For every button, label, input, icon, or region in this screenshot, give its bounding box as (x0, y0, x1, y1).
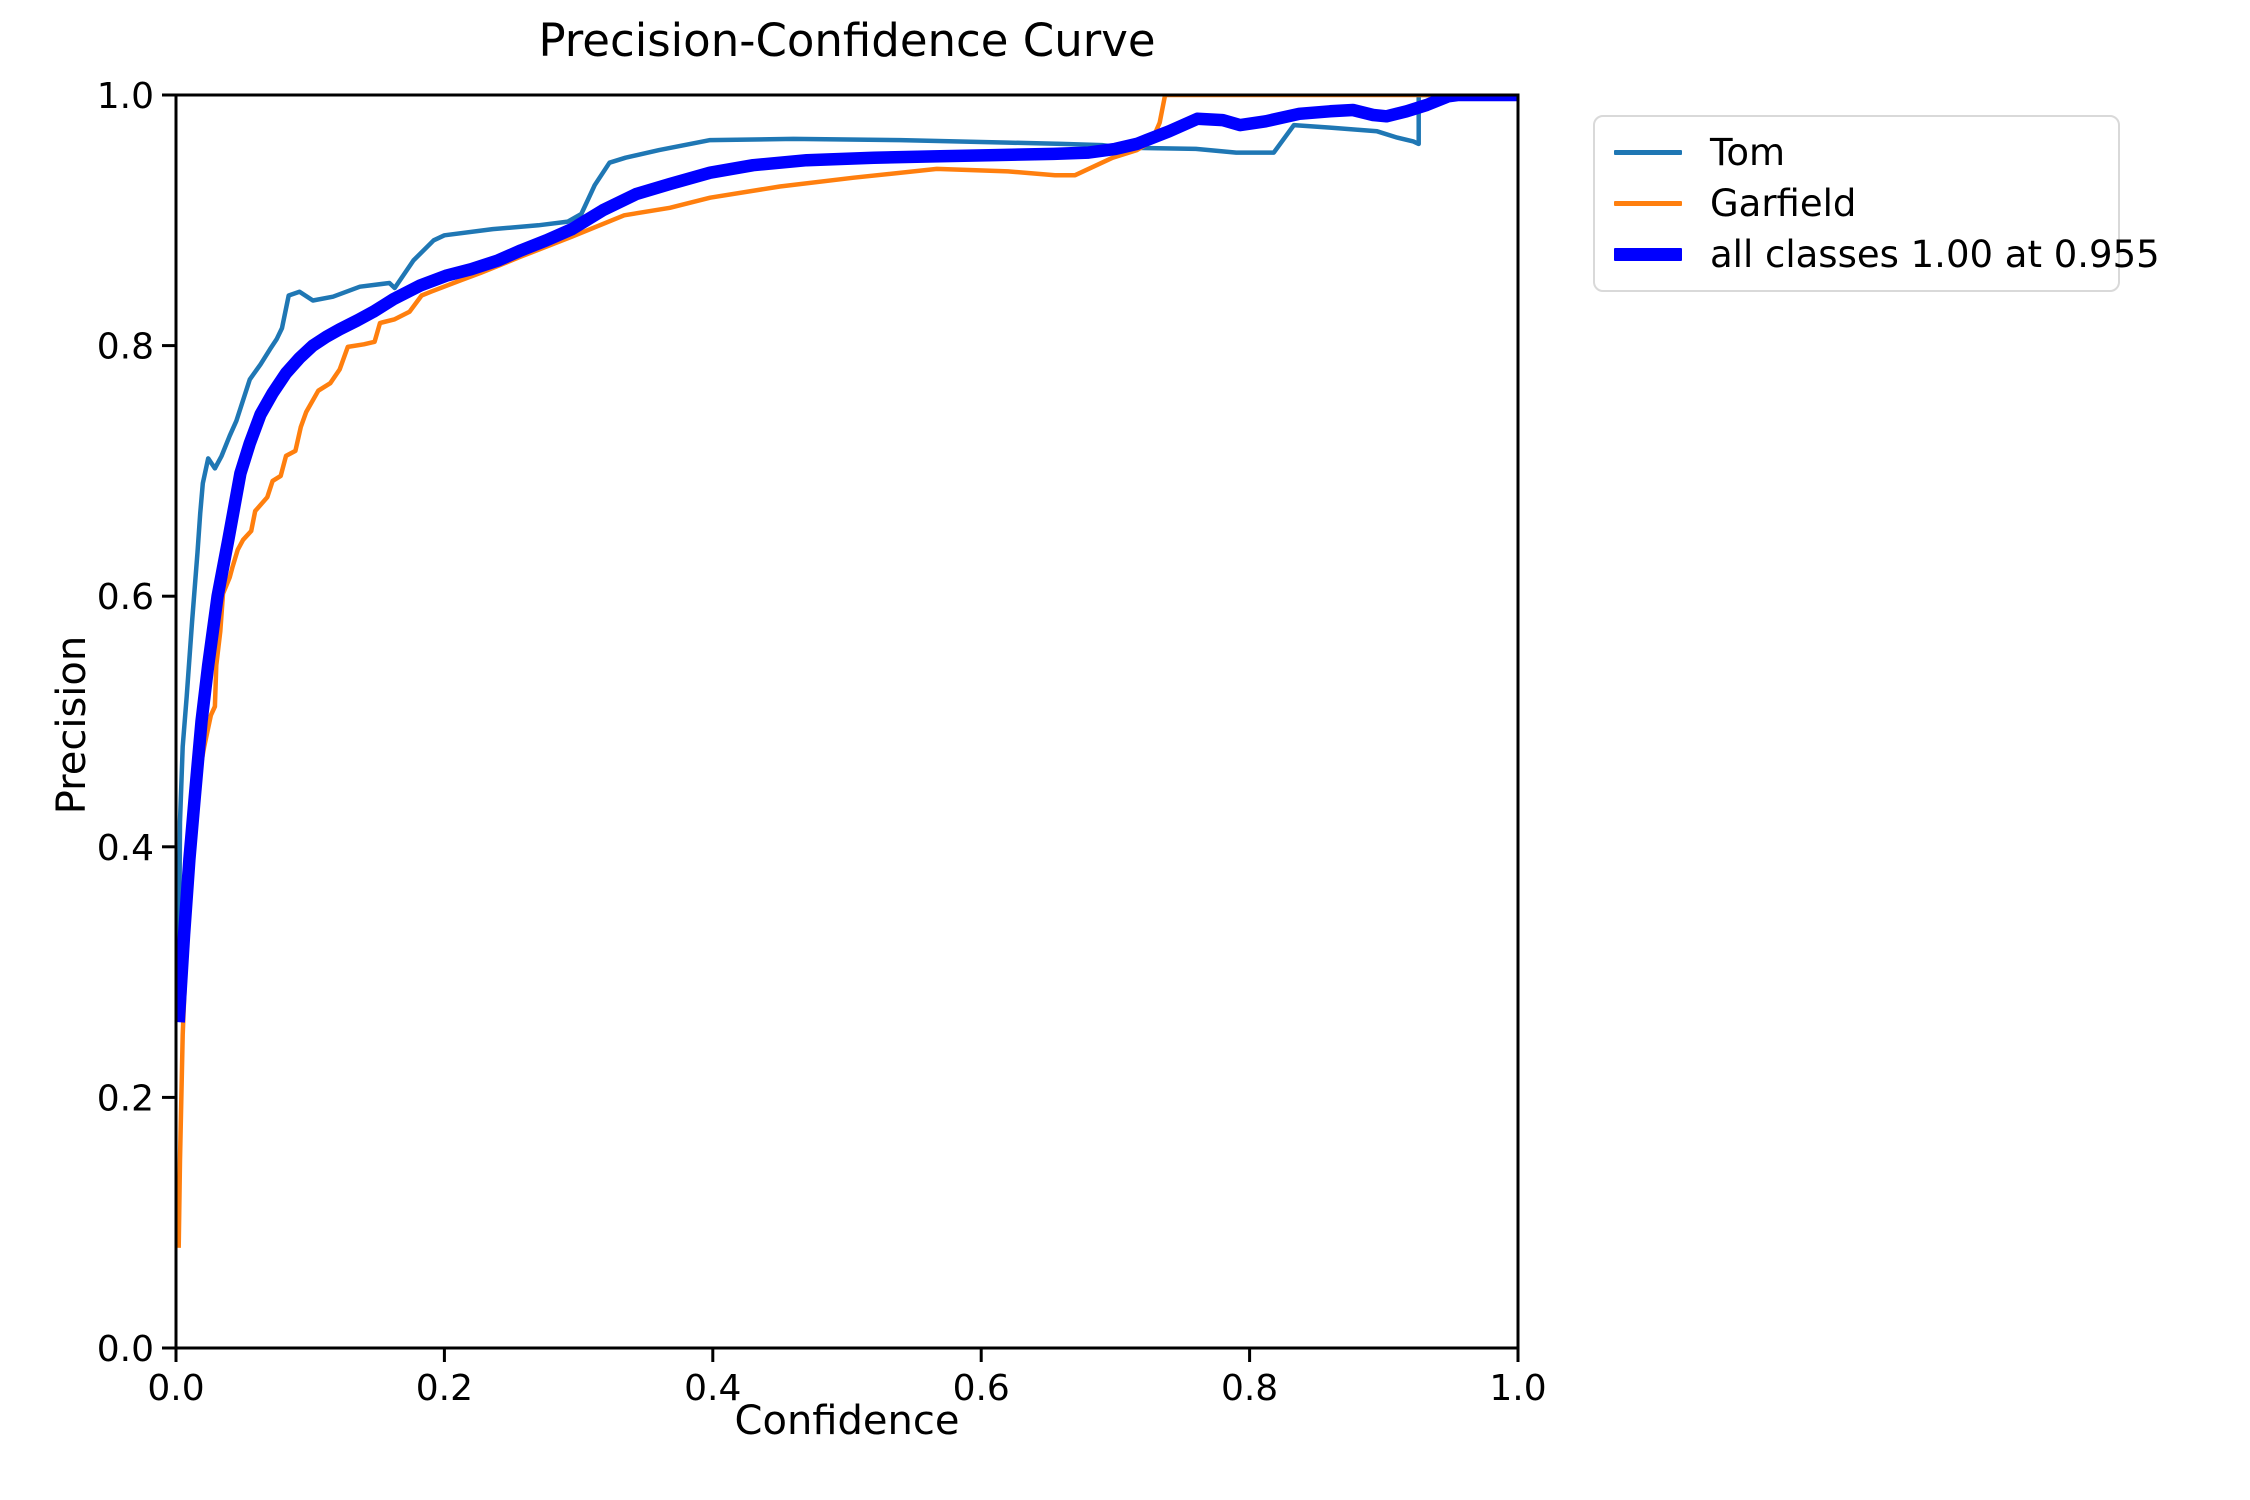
chart-title: Precision-Confidence Curve (538, 14, 1156, 67)
plot-border (174, 93, 1520, 1350)
series-line-all-classes (176, 95, 1518, 1023)
legend-entry-all-classes: all classes 1.00 at 0.955 (1614, 230, 2160, 280)
x-axis-label: Confidence (734, 1398, 960, 1444)
x-tick-label: 1.0 (1489, 1368, 1546, 1409)
legend-line-sample-garfield (1614, 201, 1682, 206)
legend-entry-tom: Tom (1614, 128, 2118, 178)
legend-label-all-classes: all classes 1.00 at 0.955 (1710, 233, 2160, 276)
y-tick-label: 0.6 (97, 577, 154, 618)
series-line-tom (176, 95, 1518, 1010)
legend-line-sample-tom (1614, 150, 1682, 155)
x-ticks: 0.0 0.2 0.4 0.6 0.8 1.0 (147, 1348, 1547, 1409)
legend: Tom Garfield all classes 1.00 at 0.955 (1593, 115, 2160, 292)
x-tick-label: 0.2 (416, 1368, 473, 1409)
x-tick-label: 0.4 (684, 1368, 741, 1409)
y-tick-label: 0.4 (97, 828, 154, 869)
y-ticks: 0.0 0.2 0.4 0.6 0.8 1.0 (97, 76, 176, 1370)
y-tick-label: 0.0 (97, 1329, 154, 1370)
x-tick-label: 0.8 (1221, 1368, 1278, 1409)
y-tick-label: 1.0 (97, 76, 154, 117)
x-tick-label: 0.6 (953, 1368, 1010, 1409)
y-axis-label: Precision (49, 635, 95, 815)
series-line-garfield (176, 95, 1518, 1248)
legend-entry-garfield: Garfield (1614, 179, 2118, 229)
legend-label-tom: Tom (1710, 131, 1785, 174)
y-tick-label: 0.2 (97, 1078, 154, 1119)
x-tick-label: 0.0 (147, 1368, 204, 1409)
series-lines (176, 95, 1518, 1248)
legend-line-sample-all-classes (1614, 248, 1682, 261)
legend-label-garfield: Garfield (1710, 182, 1857, 225)
y-tick-label: 0.8 (97, 327, 154, 368)
